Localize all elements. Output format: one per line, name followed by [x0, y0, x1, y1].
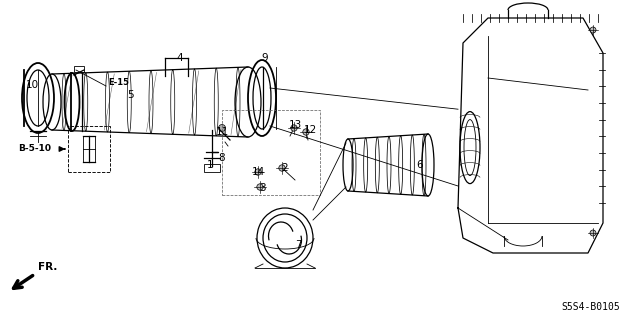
Bar: [74, 66, 84, 72]
Text: 1: 1: [207, 160, 213, 170]
Bar: [222, 110, 320, 195]
Text: 8: 8: [219, 153, 225, 163]
Text: 11: 11: [216, 127, 228, 137]
Text: 12: 12: [303, 125, 317, 135]
Text: 5: 5: [127, 90, 133, 100]
Text: E-15: E-15: [108, 77, 129, 86]
Circle shape: [255, 169, 261, 175]
Text: 14: 14: [252, 167, 264, 177]
Text: 13: 13: [289, 120, 301, 130]
Text: S5S4-B0105: S5S4-B0105: [561, 302, 620, 312]
Text: 7: 7: [294, 240, 301, 250]
Circle shape: [303, 129, 309, 135]
Circle shape: [291, 125, 297, 131]
Circle shape: [218, 124, 225, 132]
Bar: [68, 126, 110, 172]
Circle shape: [279, 165, 285, 171]
Circle shape: [590, 230, 596, 236]
Text: 2: 2: [282, 163, 288, 173]
Bar: [204, 164, 220, 172]
Text: 4: 4: [177, 53, 183, 63]
Text: 9: 9: [262, 53, 268, 63]
Text: 6: 6: [417, 160, 423, 170]
Text: 3: 3: [259, 183, 266, 193]
Text: B-5-10: B-5-10: [18, 143, 51, 153]
Text: FR.: FR.: [38, 262, 58, 272]
Circle shape: [257, 184, 263, 190]
Circle shape: [590, 27, 596, 33]
Text: 10: 10: [26, 80, 38, 90]
